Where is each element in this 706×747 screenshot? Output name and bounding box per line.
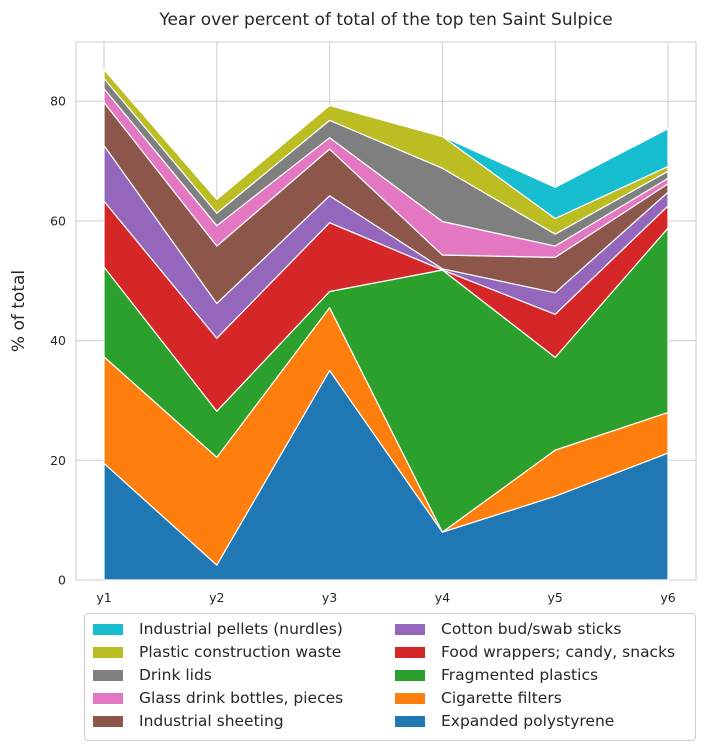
- legend-label: Plastic construction waste: [139, 643, 342, 661]
- legend-label: Expanded polystyrene: [441, 712, 615, 730]
- legend-swatch: [395, 715, 425, 727]
- legend-item: Industrial pellets (nurdles): [93, 618, 343, 640]
- legend-label: Fragmented plastics: [441, 666, 599, 684]
- chart-title: Year over percent of total of the top te…: [158, 10, 612, 30]
- area-series-9: [103, 68, 669, 220]
- legend-item: Plastic construction waste: [93, 641, 341, 663]
- legend: Industrial pellets (nurdles) Plastic cons…: [84, 613, 696, 741]
- legend-item: Expanded polystyrene: [395, 710, 614, 732]
- legend-label: Industrial sheeting: [139, 712, 284, 730]
- y-tick-label: 0: [58, 573, 66, 588]
- y-tick-label: 60: [50, 213, 66, 228]
- x-tick-label: y6: [660, 590, 675, 605]
- legend-swatch: [93, 646, 123, 658]
- legend-label: Cotton bud/swab sticks: [441, 620, 622, 638]
- legend-item: Drink lids: [93, 664, 212, 686]
- legend-swatch: [93, 715, 123, 727]
- area-layers: [103, 68, 669, 581]
- legend-item: Cotton bud/swab sticks: [395, 618, 621, 640]
- y-tick-label: 40: [50, 333, 66, 348]
- legend-label: Food wrappers; candy, snacks: [441, 643, 676, 661]
- legend-label: Drink lids: [139, 666, 212, 684]
- y-tick-label: 80: [50, 94, 66, 109]
- legend-item: Glass drink bottles, pieces: [93, 687, 343, 709]
- legend-label: Glass drink bottles, pieces: [139, 689, 344, 707]
- legend-swatch: [93, 669, 123, 681]
- legend-swatch: [395, 623, 425, 635]
- x-tick-label: y3: [322, 590, 337, 605]
- x-axis: y1 y2 y3 y4 y5 y6: [96, 590, 675, 605]
- x-tick-label: y2: [209, 590, 224, 605]
- legend-swatch: [395, 669, 425, 681]
- legend-item: Industrial sheeting: [93, 710, 284, 732]
- chart: Year over percent of total of the top te…: [9, 10, 697, 605]
- legend-item: Cigarette filters: [395, 687, 562, 709]
- x-tick-label: y1: [96, 590, 111, 605]
- legend-item: Fragmented plastics: [395, 664, 598, 686]
- x-tick-label: y4: [435, 590, 450, 605]
- legend-swatch: [93, 623, 123, 635]
- legend-swatch: [395, 646, 425, 658]
- legend-label: Cigarette filters: [441, 689, 562, 707]
- x-tick-label: y5: [548, 590, 563, 605]
- legend-item: Food wrappers; candy, snacks: [395, 641, 675, 663]
- legend-swatch: [93, 692, 123, 704]
- y-tick-label: 20: [50, 453, 66, 468]
- y-axis: 0 20 40 60 80: [50, 94, 66, 588]
- y-axis-label: % of total: [9, 270, 29, 352]
- legend-label: Industrial pellets (nurdles): [139, 620, 343, 638]
- legend-swatch: [395, 692, 425, 704]
